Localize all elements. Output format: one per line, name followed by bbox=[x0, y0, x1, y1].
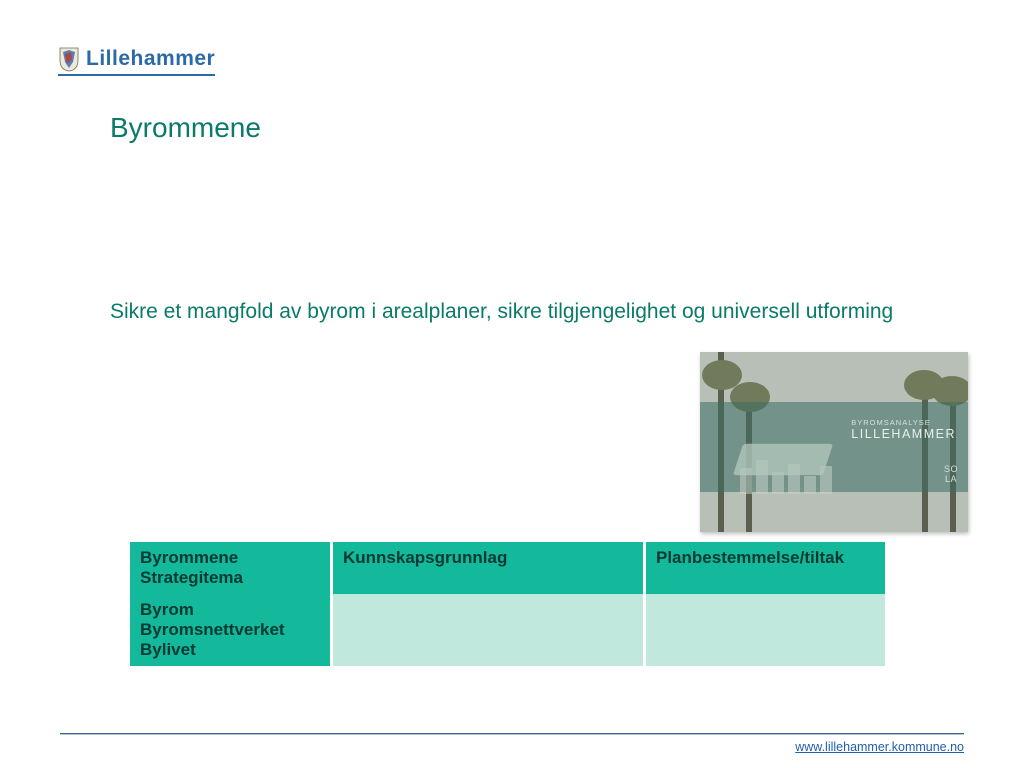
th-col1-line2: Strategitema bbox=[140, 568, 320, 588]
footer-link[interactable]: www.lillehammer.kommune.no bbox=[795, 740, 964, 754]
slide: Lillehammer Byrommene Sikre et mangfold … bbox=[0, 0, 1024, 768]
td-col3 bbox=[646, 594, 885, 666]
th-planbestemmelse: Planbestemmelse/tiltak bbox=[646, 542, 885, 594]
th-kunnskapsgrunnlag: Kunnskapsgrunnlag bbox=[333, 542, 643, 594]
logo-text: Lillehammer bbox=[86, 47, 215, 71]
footer-rule bbox=[60, 733, 964, 734]
brandmark-top: SO bbox=[944, 464, 958, 474]
table-row: Byrom Byromsnettverket Bylivet bbox=[130, 594, 885, 666]
td-col1-line2: Byromsnettverket bbox=[140, 620, 320, 640]
table-header-row: Byrommene Strategitema Kunnskapsgrunnlag… bbox=[130, 542, 885, 594]
cover-image: BYROMSANALYSE LILLEHAMMER SO LA bbox=[700, 352, 968, 532]
th-col1-line1: Byrommene bbox=[140, 548, 320, 568]
brandmark-bottom: LA bbox=[944, 474, 958, 484]
brandmark: SO LA bbox=[944, 464, 958, 484]
td-col2 bbox=[333, 594, 643, 666]
td-col1-line1: Byrom bbox=[140, 600, 320, 620]
td-col1: Byrom Byromsnettverket Bylivet bbox=[130, 594, 330, 666]
page-title: Byrommene bbox=[110, 112, 261, 144]
cover-caption-line2: LILLEHAMMER bbox=[851, 427, 956, 441]
th-strategitema: Byrommene Strategitema bbox=[130, 542, 330, 594]
coat-of-arms-icon bbox=[58, 46, 80, 72]
cover-caption-line1: BYROMSANALYSE bbox=[851, 418, 956, 427]
strategy-table: Byrommene Strategitema Kunnskapsgrunnlag… bbox=[130, 542, 885, 666]
logo: Lillehammer bbox=[58, 46, 215, 76]
cover-image-caption: BYROMSANALYSE LILLEHAMMER bbox=[851, 418, 956, 441]
diamond-icon bbox=[733, 444, 833, 476]
td-col1-line3: Bylivet bbox=[140, 640, 320, 660]
subtitle: Sikre et mangfold av byrom i arealplaner… bbox=[110, 300, 893, 324]
